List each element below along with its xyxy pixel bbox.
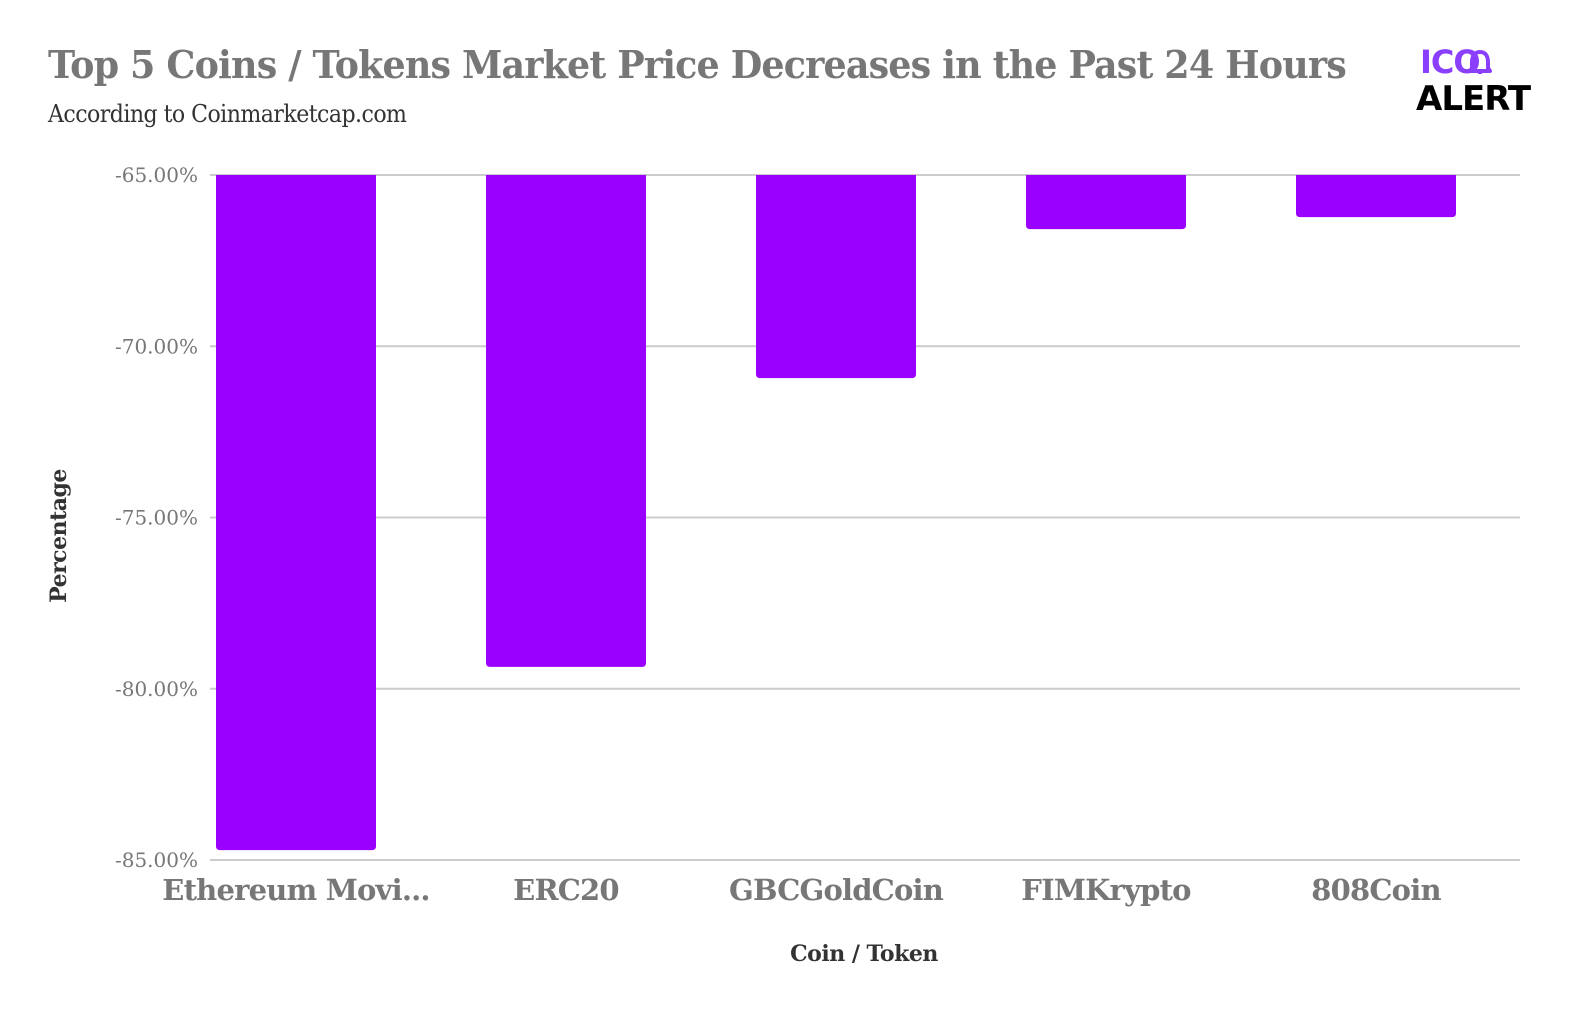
ico-alert-logo: ICO ALERT — [1416, 44, 1556, 120]
bell-icon — [1468, 50, 1492, 74]
bar — [756, 175, 916, 379]
y-tick-label: -75.00% — [115, 506, 198, 530]
bar — [216, 175, 376, 851]
y-tick-label: -80.00% — [115, 677, 198, 701]
bar — [1296, 175, 1456, 218]
y-tick-label: -65.00% — [115, 163, 198, 187]
logo-alert-text: ALERT — [1416, 79, 1531, 119]
bar — [1026, 175, 1186, 230]
x-category-label: 808Coin — [1311, 873, 1441, 907]
y-tick-label: -70.00% — [115, 334, 198, 358]
x-axis-title: Coin / Token — [790, 941, 938, 967]
x-category-label: Ethereum Movi... — [162, 873, 429, 907]
y-tick-label: -85.00% — [115, 848, 198, 872]
chart-subtitle: According to Coinmarketcap.com — [48, 100, 407, 128]
y-axis-title: Percentage — [46, 469, 72, 603]
bar — [486, 175, 646, 667]
y-axis-ticks: -65.00% -70.00% -75.00% -80.00% -85.00% — [115, 163, 198, 872]
x-category-label: FIMKrypto — [1021, 873, 1191, 907]
x-axis-labels: Ethereum Movi... ERC20 GBCGoldCoin FIMKrypt… — [162, 873, 1442, 907]
bars — [216, 175, 1456, 851]
x-category-label: GBCGoldCoin — [729, 873, 944, 907]
chart-title: Top 5 Coins / Tokens Market Price Decrea… — [48, 42, 1347, 87]
x-category-label: ERC20 — [513, 873, 619, 907]
